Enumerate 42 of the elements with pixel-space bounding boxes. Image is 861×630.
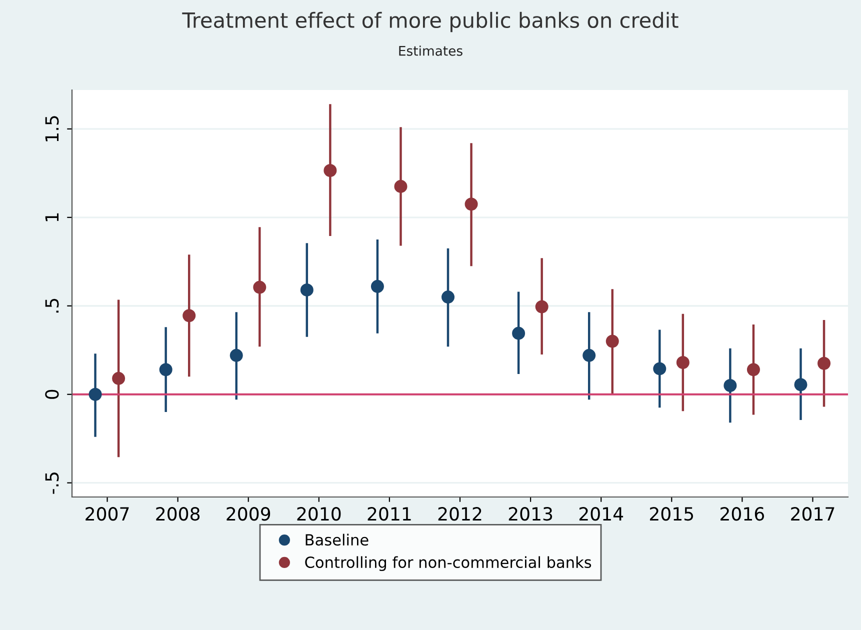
point [676,356,690,370]
point [230,348,243,362]
point [653,362,666,376]
point [442,290,455,304]
x-tick-label: 2008 [156,507,200,521]
chart-subtitle: Estimates [399,46,462,56]
x-tick-label: 2010 [297,507,341,521]
point [394,180,408,193]
y-tick-label: 0 [45,390,59,399]
x-tick-label: 2015 [650,507,694,521]
x-tick-label: 2012 [438,507,482,521]
y-tick-label: -.5 [45,472,59,494]
point [582,348,596,362]
legend-label: Controlling for non-commercial banks [305,556,592,572]
x-tick-label: 2014 [579,507,624,521]
point [512,326,526,340]
point [464,198,478,211]
point [253,280,266,294]
x-tick-label: 2016 [720,507,764,521]
x-tick-label: 2009 [226,507,270,521]
point [159,363,172,376]
legend-label: Baseline [306,534,368,546]
point [88,388,102,401]
x-tick-label: 2013 [508,507,552,521]
point [370,280,384,293]
point [606,334,619,348]
point [324,164,337,178]
y-tick-label: 1 [45,213,59,222]
x-tick-label: 2007 [86,507,129,521]
point [300,283,314,296]
chart-title: Treatment effect of more public banks on credit [182,12,678,32]
point [794,378,808,392]
point [724,379,737,392]
x-tick-label: 2011 [368,507,411,521]
point [535,300,548,314]
point [818,356,831,370]
y-tick-label: .5 [45,298,59,313]
y-tick-label: 1.5 [45,116,59,142]
point [182,309,196,322]
x-tick-label: 2017 [791,507,834,521]
point [746,363,760,376]
point [112,372,126,385]
